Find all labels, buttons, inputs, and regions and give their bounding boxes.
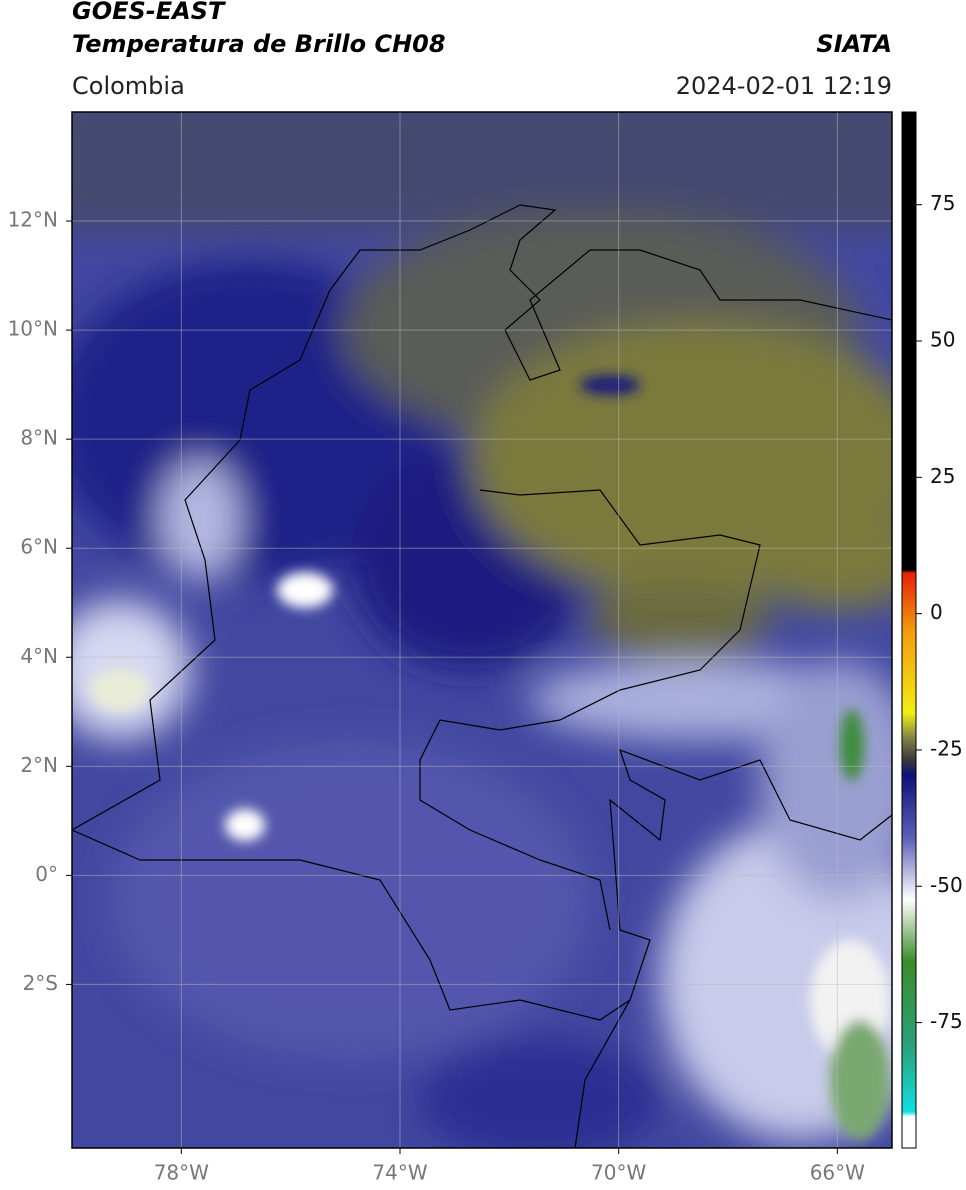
y-tick-label: 10°N <box>8 317 58 341</box>
x-tick-label: 66°W <box>810 1161 865 1185</box>
x-tick-label: 70°W <box>591 1161 646 1185</box>
y-tick-label: 12°N <box>8 208 58 232</box>
region: Colombia <box>72 72 185 100</box>
colorbar-tick-label: 25 <box>930 464 955 488</box>
colorbar-tick-label: -50 <box>930 873 963 897</box>
satellite-image <box>72 112 892 1148</box>
y-tick-label: 2°S <box>23 971 58 995</box>
x-tick-label: 78°W <box>154 1161 209 1185</box>
title: GOES-EAST <box>72 0 226 25</box>
datetime: 2024-02-01 12:19 <box>676 72 892 100</box>
y-tick-label: 8°N <box>20 426 58 450</box>
map-frame <box>71 111 893 1149</box>
y-tick-label: 0° <box>35 862 58 886</box>
source: SIATA <box>816 30 892 58</box>
colorbar-tick-label: 75 <box>930 191 955 215</box>
subtitle: Temperatura de Brillo CH08 <box>72 30 446 58</box>
colorbar-tick-label: 0 <box>930 600 943 624</box>
grid <box>72 112 892 1148</box>
colorbar <box>901 111 917 1149</box>
y-tick-label: 4°N <box>20 644 58 668</box>
colorbar-tick-label: -75 <box>930 1009 963 1033</box>
colorbar-tick-label: 50 <box>930 328 955 352</box>
y-tick-label: 6°N <box>20 535 58 559</box>
y-tick-label: 2°N <box>20 753 58 777</box>
colorbar-tick-label: -25 <box>930 736 963 760</box>
x-tick-label: 74°W <box>372 1161 427 1185</box>
